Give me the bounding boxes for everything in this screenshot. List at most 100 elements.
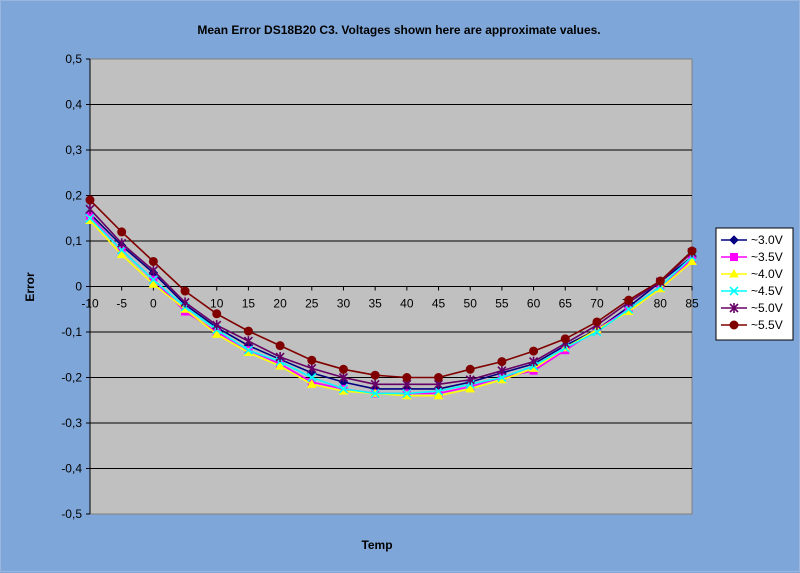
data-point	[306, 379, 317, 388]
legend-marker	[730, 253, 738, 261]
legend-label: ~3.5V	[751, 250, 783, 264]
data-point	[433, 386, 444, 396]
data-point	[497, 357, 507, 367]
x-tick-label: 40	[400, 297, 414, 311]
data-point	[180, 297, 190, 308]
data-point	[370, 388, 380, 398]
x-tick-label: 65	[559, 297, 573, 311]
data-point	[148, 279, 159, 288]
data-point	[307, 355, 317, 365]
series-5	[85, 195, 697, 382]
data-point	[275, 352, 285, 363]
x-tick-label: 55	[495, 297, 509, 311]
legend: ~3.0V ~3.5V ~4.0V ~4.5V ~5.0V ~5.5V	[715, 227, 794, 341]
y-tick-label: -0,3	[61, 416, 82, 430]
y-axis-label: Error	[23, 272, 37, 302]
x-tick-label: 80	[654, 297, 668, 311]
data-point	[370, 370, 380, 380]
data-point	[433, 390, 444, 400]
data-point	[655, 276, 665, 286]
data-point	[592, 327, 602, 337]
y-tick-label: 0,4	[65, 98, 82, 112]
data-point	[275, 341, 285, 351]
data-point	[370, 379, 380, 390]
x-tick-label: 10	[210, 297, 224, 311]
data-point	[243, 336, 253, 347]
legend-marker	[729, 303, 739, 313]
data-point	[243, 326, 253, 336]
legend-box	[715, 227, 794, 341]
data-point	[560, 334, 570, 344]
legend-label: ~5.5V	[751, 318, 783, 332]
x-tick-label: 50	[464, 297, 478, 311]
x-tick-label: 35	[368, 297, 382, 311]
data-point	[687, 256, 697, 265]
legend-label: ~4.5V	[751, 284, 783, 298]
legend-label: ~5.0V	[751, 301, 783, 315]
data-point	[338, 372, 349, 383]
data-point	[402, 373, 412, 382]
x-tick-label: 30	[337, 297, 351, 311]
x-tick-label: -10	[81, 297, 99, 311]
data-point	[212, 309, 222, 319]
y-tick-label: 0,3	[65, 143, 82, 157]
data-point	[275, 361, 285, 370]
x-tick-label: 0	[150, 297, 157, 311]
legend-label: ~3.0V	[751, 233, 783, 247]
data-point	[529, 346, 539, 356]
y-tick-label: 0,1	[65, 234, 82, 248]
data-point	[148, 275, 158, 285]
data-point	[307, 372, 317, 383]
data-point	[687, 246, 697, 256]
data-point	[497, 372, 507, 383]
data-point	[85, 213, 95, 223]
x-tick-label: 60	[527, 297, 541, 311]
data-point	[85, 204, 95, 215]
legend-marker	[729, 268, 739, 278]
legend-marker	[729, 286, 739, 296]
x-tick-label: 85	[685, 297, 699, 311]
data-point	[402, 388, 412, 398]
data-point	[211, 329, 222, 338]
data-point	[338, 384, 349, 394]
y-tick-label: -0,2	[61, 371, 82, 385]
x-tick-label: 15	[242, 297, 256, 311]
x-tick-label: 70	[590, 297, 604, 311]
data-point	[465, 374, 475, 385]
data-point	[465, 383, 476, 393]
data-point	[624, 304, 634, 314]
x-tick-label: 20	[273, 297, 287, 311]
data-point	[117, 238, 127, 249]
x-tick-label: 45	[432, 297, 446, 311]
legend-marker	[729, 235, 739, 245]
y-tick-label: 0	[75, 280, 82, 294]
series-line	[89, 219, 693, 397]
data-point	[307, 363, 317, 374]
data-point	[148, 265, 158, 276]
data-point	[465, 364, 475, 374]
chart-title: Mean Error DS18B20 C3. Voltages shown he…	[197, 23, 600, 37]
series-4	[85, 204, 697, 390]
data-point	[117, 245, 127, 255]
data-point	[148, 256, 158, 266]
data-point	[116, 249, 127, 259]
data-point	[180, 286, 190, 296]
data-point	[497, 365, 507, 376]
data-point	[434, 373, 444, 382]
series-line	[89, 208, 693, 386]
series-line	[89, 199, 693, 379]
data-point	[212, 320, 222, 331]
y-tick-label: -0,5	[61, 507, 82, 521]
legend-label: ~4.0V	[751, 267, 783, 281]
data-point	[624, 295, 634, 305]
x-tick-label: -5	[116, 297, 127, 311]
y-tick-label: -0,1	[61, 325, 82, 339]
y-tick-label: 0,5	[65, 52, 82, 66]
data-point	[338, 364, 348, 374]
data-point	[529, 356, 539, 367]
series-line	[89, 217, 693, 395]
series-group	[85, 195, 697, 400]
legend-marker	[729, 320, 739, 330]
